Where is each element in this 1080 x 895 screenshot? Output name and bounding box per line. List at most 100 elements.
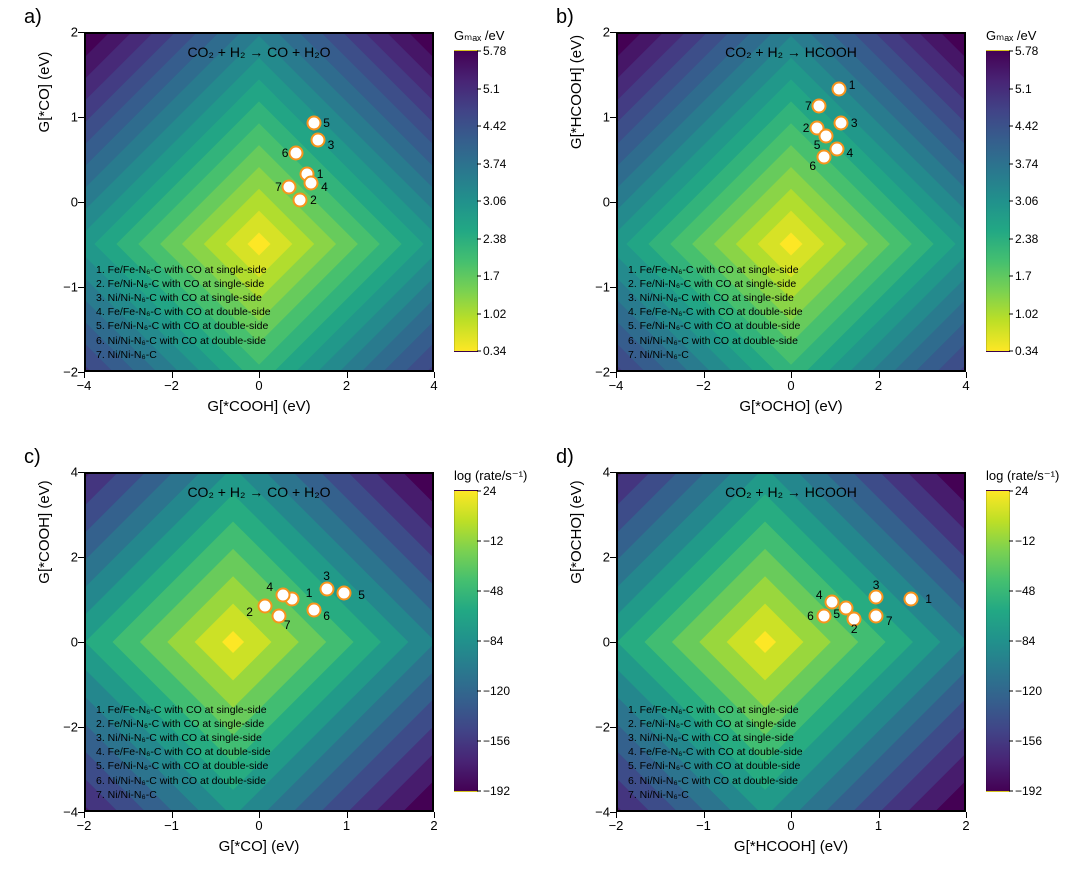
xlabel: G[*COOH] (eV) bbox=[84, 398, 434, 415]
reaction-title-b: CO₂ + H₂ → HCOOH bbox=[618, 44, 964, 60]
panel-d: d) CO₂ + H₂ → HCOOH 1. Fe/Fe-N₆-C with C… bbox=[546, 450, 1066, 880]
colorbar-tick: 5.1 bbox=[483, 82, 500, 96]
plot-d: CO₂ + H₂ → HCOOH 1. Fe/Fe-N₆-C with CO a… bbox=[616, 472, 966, 812]
xtick: −1 bbox=[696, 818, 711, 833]
legend-item: 6. Ni/Ni-N₆-C with CO at double-side bbox=[628, 774, 803, 788]
xtick: 0 bbox=[255, 378, 262, 393]
data-point-label: 4 bbox=[847, 146, 854, 160]
panel-a: a) CO₂ + H₂ → CO + H₂O 1. Fe/Fe-N₆-C wit… bbox=[14, 10, 534, 440]
data-point-label: 4 bbox=[266, 580, 273, 594]
data-point-label: 2 bbox=[246, 605, 253, 619]
data-point-label: 5 bbox=[833, 607, 840, 621]
colorbar-tick: −120 bbox=[483, 684, 510, 698]
data-point bbox=[816, 150, 831, 165]
legend-item: 4. Fe/Fe-N₆-C with CO at double-side bbox=[628, 745, 803, 759]
plot-c: CO₂ + H₂ → CO + H₂O 1. Fe/Fe-N₆-C with C… bbox=[84, 472, 434, 812]
data-point bbox=[869, 590, 884, 605]
legend-list: 1. Fe/Fe-N₆-C with CO at single-side2. F… bbox=[628, 263, 803, 362]
data-point bbox=[831, 82, 846, 97]
legend-list: 1. Fe/Fe-N₆-C with CO at single-side2. F… bbox=[96, 703, 271, 802]
colorbar-tick: 5.78 bbox=[1015, 44, 1038, 58]
legend-item: 7. Ni/Ni-N₆-C bbox=[96, 788, 271, 802]
colorbar-tick: 1.7 bbox=[1015, 269, 1032, 283]
data-point-label: 6 bbox=[807, 609, 814, 623]
ylabel: G[*HCOOH] (eV) bbox=[568, 0, 585, 262]
data-point bbox=[904, 592, 919, 607]
data-point-label: 7 bbox=[275, 180, 282, 194]
data-point-label: 4 bbox=[321, 180, 328, 194]
ytick: −1 bbox=[550, 280, 610, 295]
ylabel: G[*COOH] (eV) bbox=[36, 362, 53, 702]
colorbar-title: Gₘₐₓ /eV bbox=[986, 28, 1036, 44]
data-point bbox=[816, 609, 831, 624]
xtick: −2 bbox=[164, 378, 179, 393]
colorbar-tick: 24 bbox=[1015, 484, 1028, 498]
data-point-label: 5 bbox=[814, 138, 821, 152]
data-point bbox=[834, 116, 849, 131]
colorbar-tick: 0.34 bbox=[1015, 344, 1038, 358]
legend-item: 3. Ni/Ni-N₆-C with CO at single-side bbox=[628, 291, 803, 305]
colorbar-tick: −192 bbox=[1015, 784, 1042, 798]
plot-b: CO₂ + H₂ → HCOOH 1. Fe/Fe-N₆-C with CO a… bbox=[616, 32, 966, 372]
ytick: −2 bbox=[18, 720, 78, 735]
colorbar-tick: −12 bbox=[483, 534, 503, 548]
colorbar-title: log (rate/s⁻¹) bbox=[454, 468, 527, 484]
data-point bbox=[319, 581, 334, 596]
colorbar-title: log (rate/s⁻¹) bbox=[986, 468, 1059, 484]
xtick: −2 bbox=[609, 818, 624, 833]
xtick: −4 bbox=[77, 378, 92, 393]
data-point bbox=[258, 598, 273, 613]
colorbar-tick: 5.78 bbox=[483, 44, 506, 58]
xtick: 1 bbox=[343, 818, 350, 833]
colorbar-tick: 3.74 bbox=[1015, 157, 1038, 171]
ytick: −1 bbox=[18, 280, 78, 295]
legend-item: 6. Ni/Ni-N₆-C with CO at double-side bbox=[628, 334, 803, 348]
legend-item: 5. Fe/Ni-N₆-C with CO at double-side bbox=[96, 319, 271, 333]
legend-item: 7. Ni/Ni-N₆-C bbox=[628, 348, 803, 362]
xtick: 2 bbox=[430, 818, 437, 833]
ytick: −4 bbox=[18, 805, 78, 820]
data-point-label: 6 bbox=[323, 609, 330, 623]
xtick: −2 bbox=[77, 818, 92, 833]
data-point bbox=[310, 133, 325, 148]
data-point-label: 3 bbox=[851, 116, 858, 130]
colorbar-tick: 2.38 bbox=[1015, 232, 1038, 246]
colorbar-tick: 4.42 bbox=[1015, 119, 1038, 133]
legend-item: 2. Fe/Ni-N₆-C with CO at single-side bbox=[628, 277, 803, 291]
colorbar-tick: 3.74 bbox=[483, 157, 506, 171]
legend-item: 7. Ni/Ni-N₆-C bbox=[628, 788, 803, 802]
legend-item: 4. Fe/Fe-N₆-C with CO at double-side bbox=[96, 305, 271, 319]
legend-item: 2. Fe/Ni-N₆-C with CO at single-side bbox=[96, 717, 271, 731]
legend-item: 2. Fe/Ni-N₆-C with CO at single-side bbox=[96, 277, 271, 291]
colorbar-tick: −156 bbox=[1015, 734, 1042, 748]
data-point-label: 5 bbox=[358, 588, 365, 602]
colorbar-b: 0.341.021.72.383.063.744.425.15.78 bbox=[986, 50, 1010, 352]
legend-list: 1. Fe/Fe-N₆-C with CO at single-side2. F… bbox=[628, 703, 803, 802]
data-point-label: 5 bbox=[323, 116, 330, 130]
legend-item: 6. Ni/Ni-N₆-C with CO at double-side bbox=[96, 774, 271, 788]
legend-item: 4. Fe/Fe-N₆-C with CO at double-side bbox=[96, 745, 271, 759]
xtick: 1 bbox=[875, 818, 882, 833]
legend-item: 5. Fe/Ni-N₆-C with CO at double-side bbox=[628, 759, 803, 773]
xtick: 0 bbox=[787, 818, 794, 833]
data-point bbox=[869, 609, 884, 624]
data-point-label: 7 bbox=[805, 99, 812, 113]
xtick: 0 bbox=[255, 818, 262, 833]
panel-c: c) CO₂ + H₂ → CO + H₂O 1. Fe/Fe-N₆-C wit… bbox=[14, 450, 534, 880]
colorbar-tick: 0.34 bbox=[483, 344, 506, 358]
data-point-label: 1 bbox=[925, 592, 932, 606]
data-point bbox=[306, 603, 321, 618]
colorbar-tick: 1.02 bbox=[483, 307, 506, 321]
data-point-label: 6 bbox=[809, 159, 816, 173]
data-point-label: 3 bbox=[323, 569, 330, 583]
data-point bbox=[282, 180, 297, 195]
legend-item: 5. Fe/Ni-N₆-C with CO at double-side bbox=[96, 759, 271, 773]
legend-item: 1. Fe/Fe-N₆-C with CO at single-side bbox=[628, 263, 803, 277]
ylabel: G[*CO] (eV) bbox=[36, 0, 53, 262]
xtick: 4 bbox=[962, 378, 969, 393]
xtick: 2 bbox=[962, 818, 969, 833]
legend-item: 1. Fe/Fe-N₆-C with CO at single-side bbox=[96, 263, 271, 277]
legend-item: 7. Ni/Ni-N₆-C bbox=[96, 348, 271, 362]
data-point bbox=[275, 588, 290, 603]
xtick: −1 bbox=[164, 818, 179, 833]
